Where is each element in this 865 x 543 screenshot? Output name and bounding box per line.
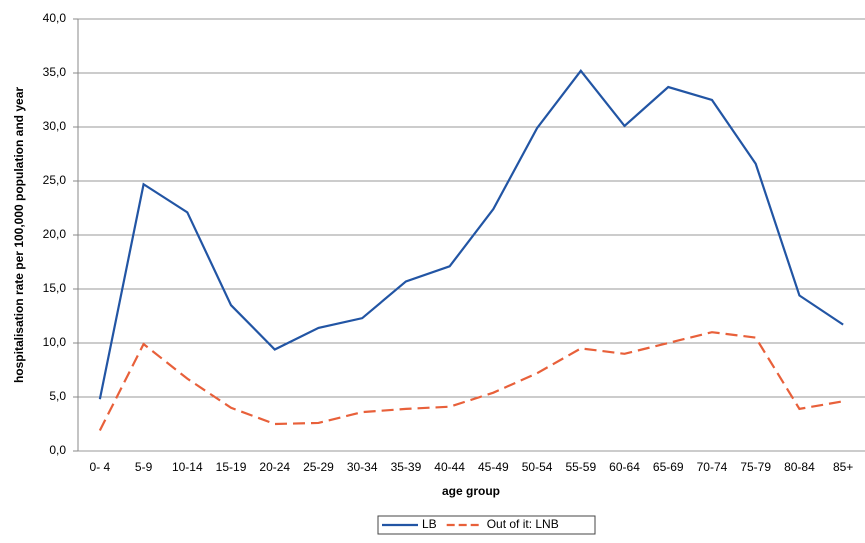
x-tick-label: 85+	[833, 460, 853, 474]
x-tick-label: 45-49	[478, 460, 509, 474]
y-tick-label: 20,0	[43, 227, 67, 241]
y-tick-label: 0,0	[49, 443, 66, 457]
x-tick-label: 75-79	[740, 460, 771, 474]
x-tick-label: 70-74	[697, 460, 728, 474]
series-line	[98, 69, 844, 400]
y-tick-label: 10,0	[43, 335, 67, 349]
x-tick-label: 5-9	[135, 460, 153, 474]
legend-label: Out of it: LNB	[487, 517, 559, 531]
legend-box	[377, 515, 596, 535]
x-tick-label: 15-19	[216, 460, 247, 474]
x-tick-label: 65-69	[653, 460, 684, 474]
legend-label: LB	[422, 517, 437, 531]
x-tick-label: 40-44	[434, 460, 465, 474]
y-tick-label: 35,0	[43, 65, 67, 79]
series-line	[98, 331, 844, 431]
x-axis-label: age group	[442, 484, 500, 498]
y-tick-label: 25,0	[43, 173, 67, 187]
x-tick-label: 0- 4	[90, 460, 111, 474]
x-tick-label: 80-84	[784, 460, 815, 474]
x-tick-label: 30-34	[347, 460, 378, 474]
y-tick-label: 40,0	[43, 11, 67, 25]
x-tick-label: 60-64	[609, 460, 640, 474]
x-tick-label: 20-24	[259, 460, 290, 474]
y-tick-label: 15,0	[43, 281, 67, 295]
x-tick-label: 35-39	[391, 460, 422, 474]
x-tick-label: 55-59	[565, 460, 596, 474]
y-axis-label: hospitalisation rate per 100,000 populat…	[12, 87, 26, 383]
x-tick-label: 25-29	[303, 460, 334, 474]
x-tick-label: 10-14	[172, 460, 203, 474]
x-tick-label: 50-54	[522, 460, 553, 474]
y-tick-label: 5,0	[49, 389, 66, 403]
y-tick-label: 30,0	[43, 119, 67, 133]
